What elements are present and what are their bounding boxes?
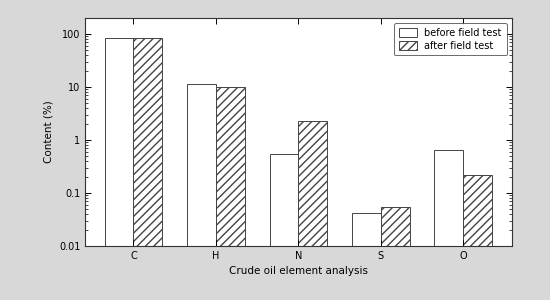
Bar [298, 121, 327, 300]
X-axis label: Crude oil element analysis: Crude oil element analysis [229, 266, 368, 276]
Bar [434, 150, 463, 300]
Bar [104, 38, 134, 300]
Bar [187, 84, 216, 300]
Legend: before field test, after field test: before field test, after field test [394, 23, 507, 56]
Bar [216, 87, 245, 300]
Bar [463, 175, 492, 300]
Bar [381, 207, 410, 300]
Bar [134, 38, 162, 300]
Bar [270, 154, 298, 300]
Bar [352, 213, 381, 300]
Y-axis label: Content (%): Content (%) [43, 100, 53, 164]
